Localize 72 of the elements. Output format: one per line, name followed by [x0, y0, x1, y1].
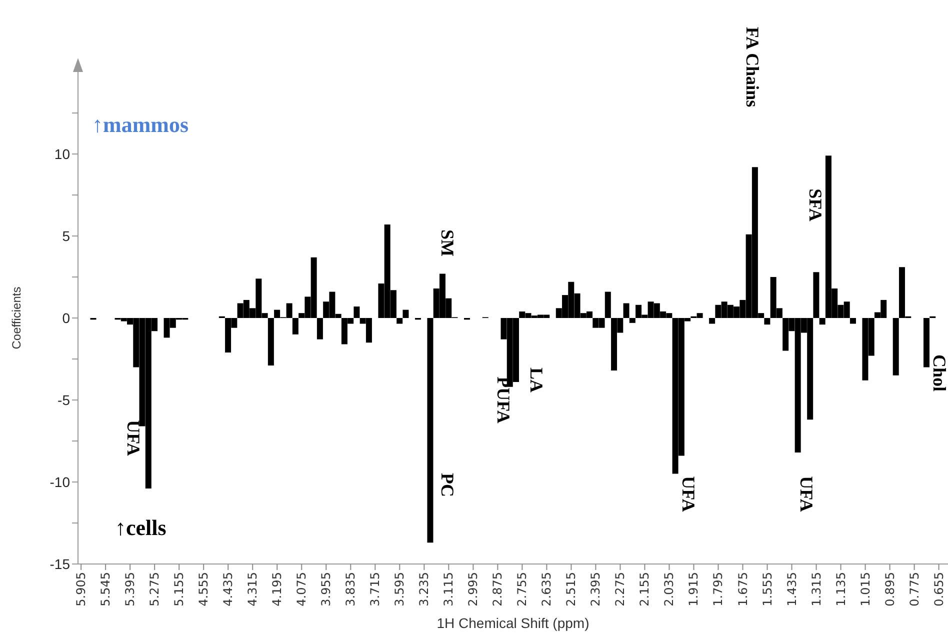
annotation: Chol — [928, 354, 948, 392]
y-axis-title: Coefficients — [9, 286, 24, 350]
annotation: SFA — [804, 188, 826, 222]
bar — [396, 318, 403, 324]
x-tick-label: 2.155 — [638, 572, 652, 606]
x-tick-label: 2.755 — [515, 572, 530, 606]
x-tick-label: 1.015 — [858, 572, 872, 606]
x-tick-label: 3.835 — [344, 572, 358, 606]
x-tick-label: 5.275 — [148, 572, 162, 606]
x-tick-label: 2.515 — [564, 572, 578, 606]
bar — [923, 318, 930, 368]
x-tick-label: 3.115 — [442, 572, 456, 606]
x-tick-label: 1.135 — [834, 572, 848, 606]
annotation: UFA — [122, 420, 144, 456]
bar — [819, 318, 826, 325]
bar — [892, 318, 899, 376]
bar — [604, 292, 611, 318]
y-tick-label: 10 — [54, 146, 70, 162]
bar — [354, 306, 360, 318]
bar — [316, 318, 323, 340]
x-tick-label: 5.905 — [74, 572, 88, 606]
bar — [268, 318, 274, 366]
x-tick-label: 2.875 — [490, 572, 505, 606]
x-tick-label: 1.675 — [736, 572, 750, 606]
y-tick-label: 0 — [62, 310, 70, 326]
x-tick-label: 4.075 — [294, 572, 309, 606]
x-axis-title: 1H Chemical Shift (ppm) — [436, 615, 590, 631]
y-tick-label: -15 — [50, 556, 70, 572]
x-tick-label: 5.395 — [123, 572, 138, 606]
annotation: PC — [436, 473, 458, 497]
x-tick-label: 1.915 — [686, 572, 701, 606]
x-tick-label: 2.395 — [588, 572, 603, 606]
x-tick-label: 2.995 — [466, 572, 480, 606]
x-tick-label: 1.435 — [784, 572, 799, 606]
bar — [709, 318, 716, 324]
x-tick-label: 1.795 — [711, 572, 726, 606]
bar — [850, 318, 856, 324]
x-tick-label: 4.435 — [221, 572, 236, 606]
x-tick-label: 0.655 — [932, 572, 946, 606]
x-tick-label: 3.955 — [319, 572, 334, 606]
y-tick-label: -10 — [50, 474, 70, 490]
x-tick-label: 0.775 — [907, 572, 922, 606]
y-tick-label: 5 — [62, 228, 70, 244]
annotation: ↑mammos — [92, 112, 189, 138]
x-tick-label: 4.315 — [246, 572, 260, 606]
x-tick-label: 3.235 — [417, 572, 432, 606]
annotation: SM — [436, 230, 458, 256]
x-tick-label: 1.315 — [809, 572, 824, 606]
x-tick-label: 4.195 — [270, 572, 284, 606]
annotation: ↑cells — [115, 515, 166, 541]
bar — [764, 318, 770, 325]
bar — [292, 318, 298, 334]
annotation: UFA — [678, 476, 698, 512]
bar — [813, 272, 820, 318]
x-tick-label: 0.895 — [882, 572, 897, 606]
bar — [623, 303, 630, 318]
annotation: FA Chains — [742, 26, 762, 108]
x-tick-label: 5.155 — [172, 572, 186, 606]
x-tick-label: 5.545 — [98, 572, 113, 606]
x-tick-label: 2.635 — [540, 572, 554, 606]
x-tick-label: 3.715 — [368, 572, 382, 606]
x-tick-label: 3.595 — [392, 572, 407, 606]
y-tick-label: -5 — [58, 392, 70, 408]
bar — [629, 318, 636, 323]
bar — [427, 318, 434, 543]
x-tick-label: 4.555 — [196, 572, 211, 606]
annotation: LA — [526, 367, 546, 393]
bar — [402, 310, 409, 318]
x-tick-label: 2.275 — [613, 572, 628, 606]
x-tick-label: 2.035 — [662, 572, 676, 606]
annotation: UFA — [796, 476, 816, 512]
x-tick-label: 1.555 — [760, 572, 774, 606]
